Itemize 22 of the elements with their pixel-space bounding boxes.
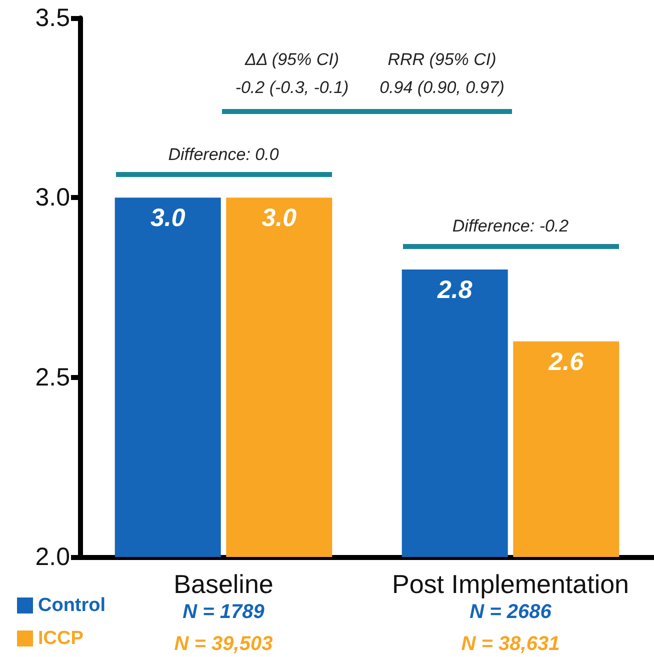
annotation: -0.2 (-0.3, -0.1) (235, 78, 349, 97)
y-tick-label: 2.5 (35, 363, 70, 392)
y-tick-label: 3.5 (35, 4, 70, 32)
y-tick-label: 2.0 (35, 543, 70, 571)
data-label: 2.8 (436, 276, 472, 304)
legend-label: Control (38, 595, 106, 616)
legend-label: ICCP (38, 628, 84, 649)
text: N = 2686 (470, 601, 552, 623)
x-tick-label: Baseline (174, 569, 274, 599)
y-tick-label: 3.0 (35, 184, 70, 212)
annotation: Difference: 0.0 (168, 144, 280, 164)
text: N = 38,631 (461, 633, 560, 655)
annotation: RRR (95% CI) (388, 50, 496, 69)
x-tick-label: Post Implementation (392, 569, 630, 599)
text: N = 39,503 (174, 633, 273, 655)
data-label: 3.0 (262, 204, 297, 232)
data-label: 3.0 (150, 204, 186, 232)
annotation: Difference: -0.2 (452, 216, 570, 236)
annotation: 0.94 (0.90, 0.97) (380, 78, 504, 97)
text: N = 1789 (182, 601, 266, 623)
annotation: ΔΔ (95% CI) (244, 50, 339, 69)
data-label: 2.6 (548, 348, 585, 376)
